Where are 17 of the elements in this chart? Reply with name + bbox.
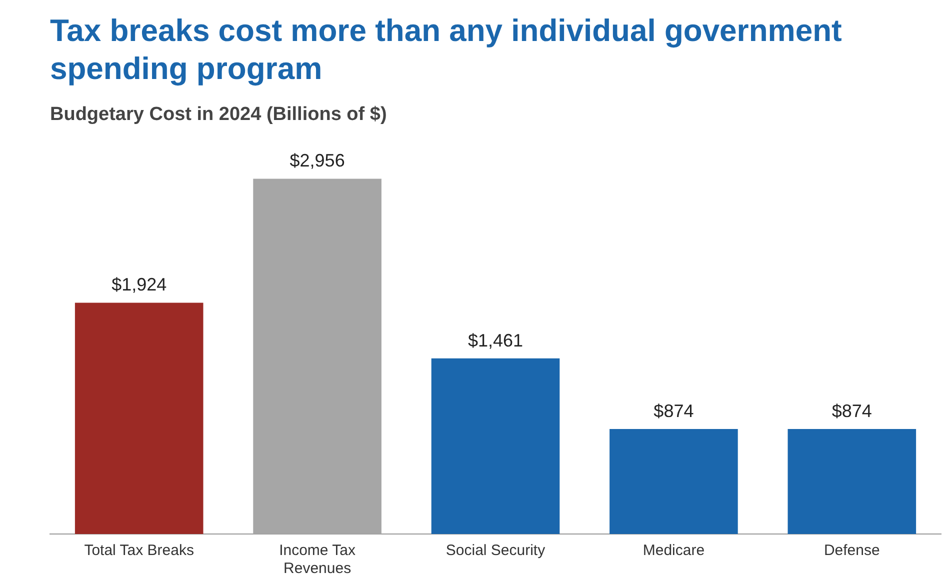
data-label: $1,924 xyxy=(112,274,167,295)
bar xyxy=(610,428,738,534)
data-label: $874 xyxy=(832,400,872,421)
x-tick-label: Income Tax Revenues xyxy=(279,542,356,578)
chart-subtitle: Budgetary Cost in 2024 (Billions of $) xyxy=(50,104,387,126)
data-label: $874 xyxy=(654,400,694,421)
x-tick-label: Medicare xyxy=(642,542,705,560)
bar xyxy=(253,178,382,534)
x-tick-label: Social Security xyxy=(446,542,546,560)
bar xyxy=(74,302,204,534)
x-tick-label: Defense xyxy=(824,542,880,560)
data-label: $1,461 xyxy=(468,330,524,350)
x-tick-label: Total Tax Breaks xyxy=(84,542,194,560)
bar xyxy=(788,428,916,534)
bar xyxy=(431,358,560,534)
data-label: $2,956 xyxy=(290,150,345,171)
chart-title: Tax breaks cost more than any individual government spending program xyxy=(50,12,843,88)
